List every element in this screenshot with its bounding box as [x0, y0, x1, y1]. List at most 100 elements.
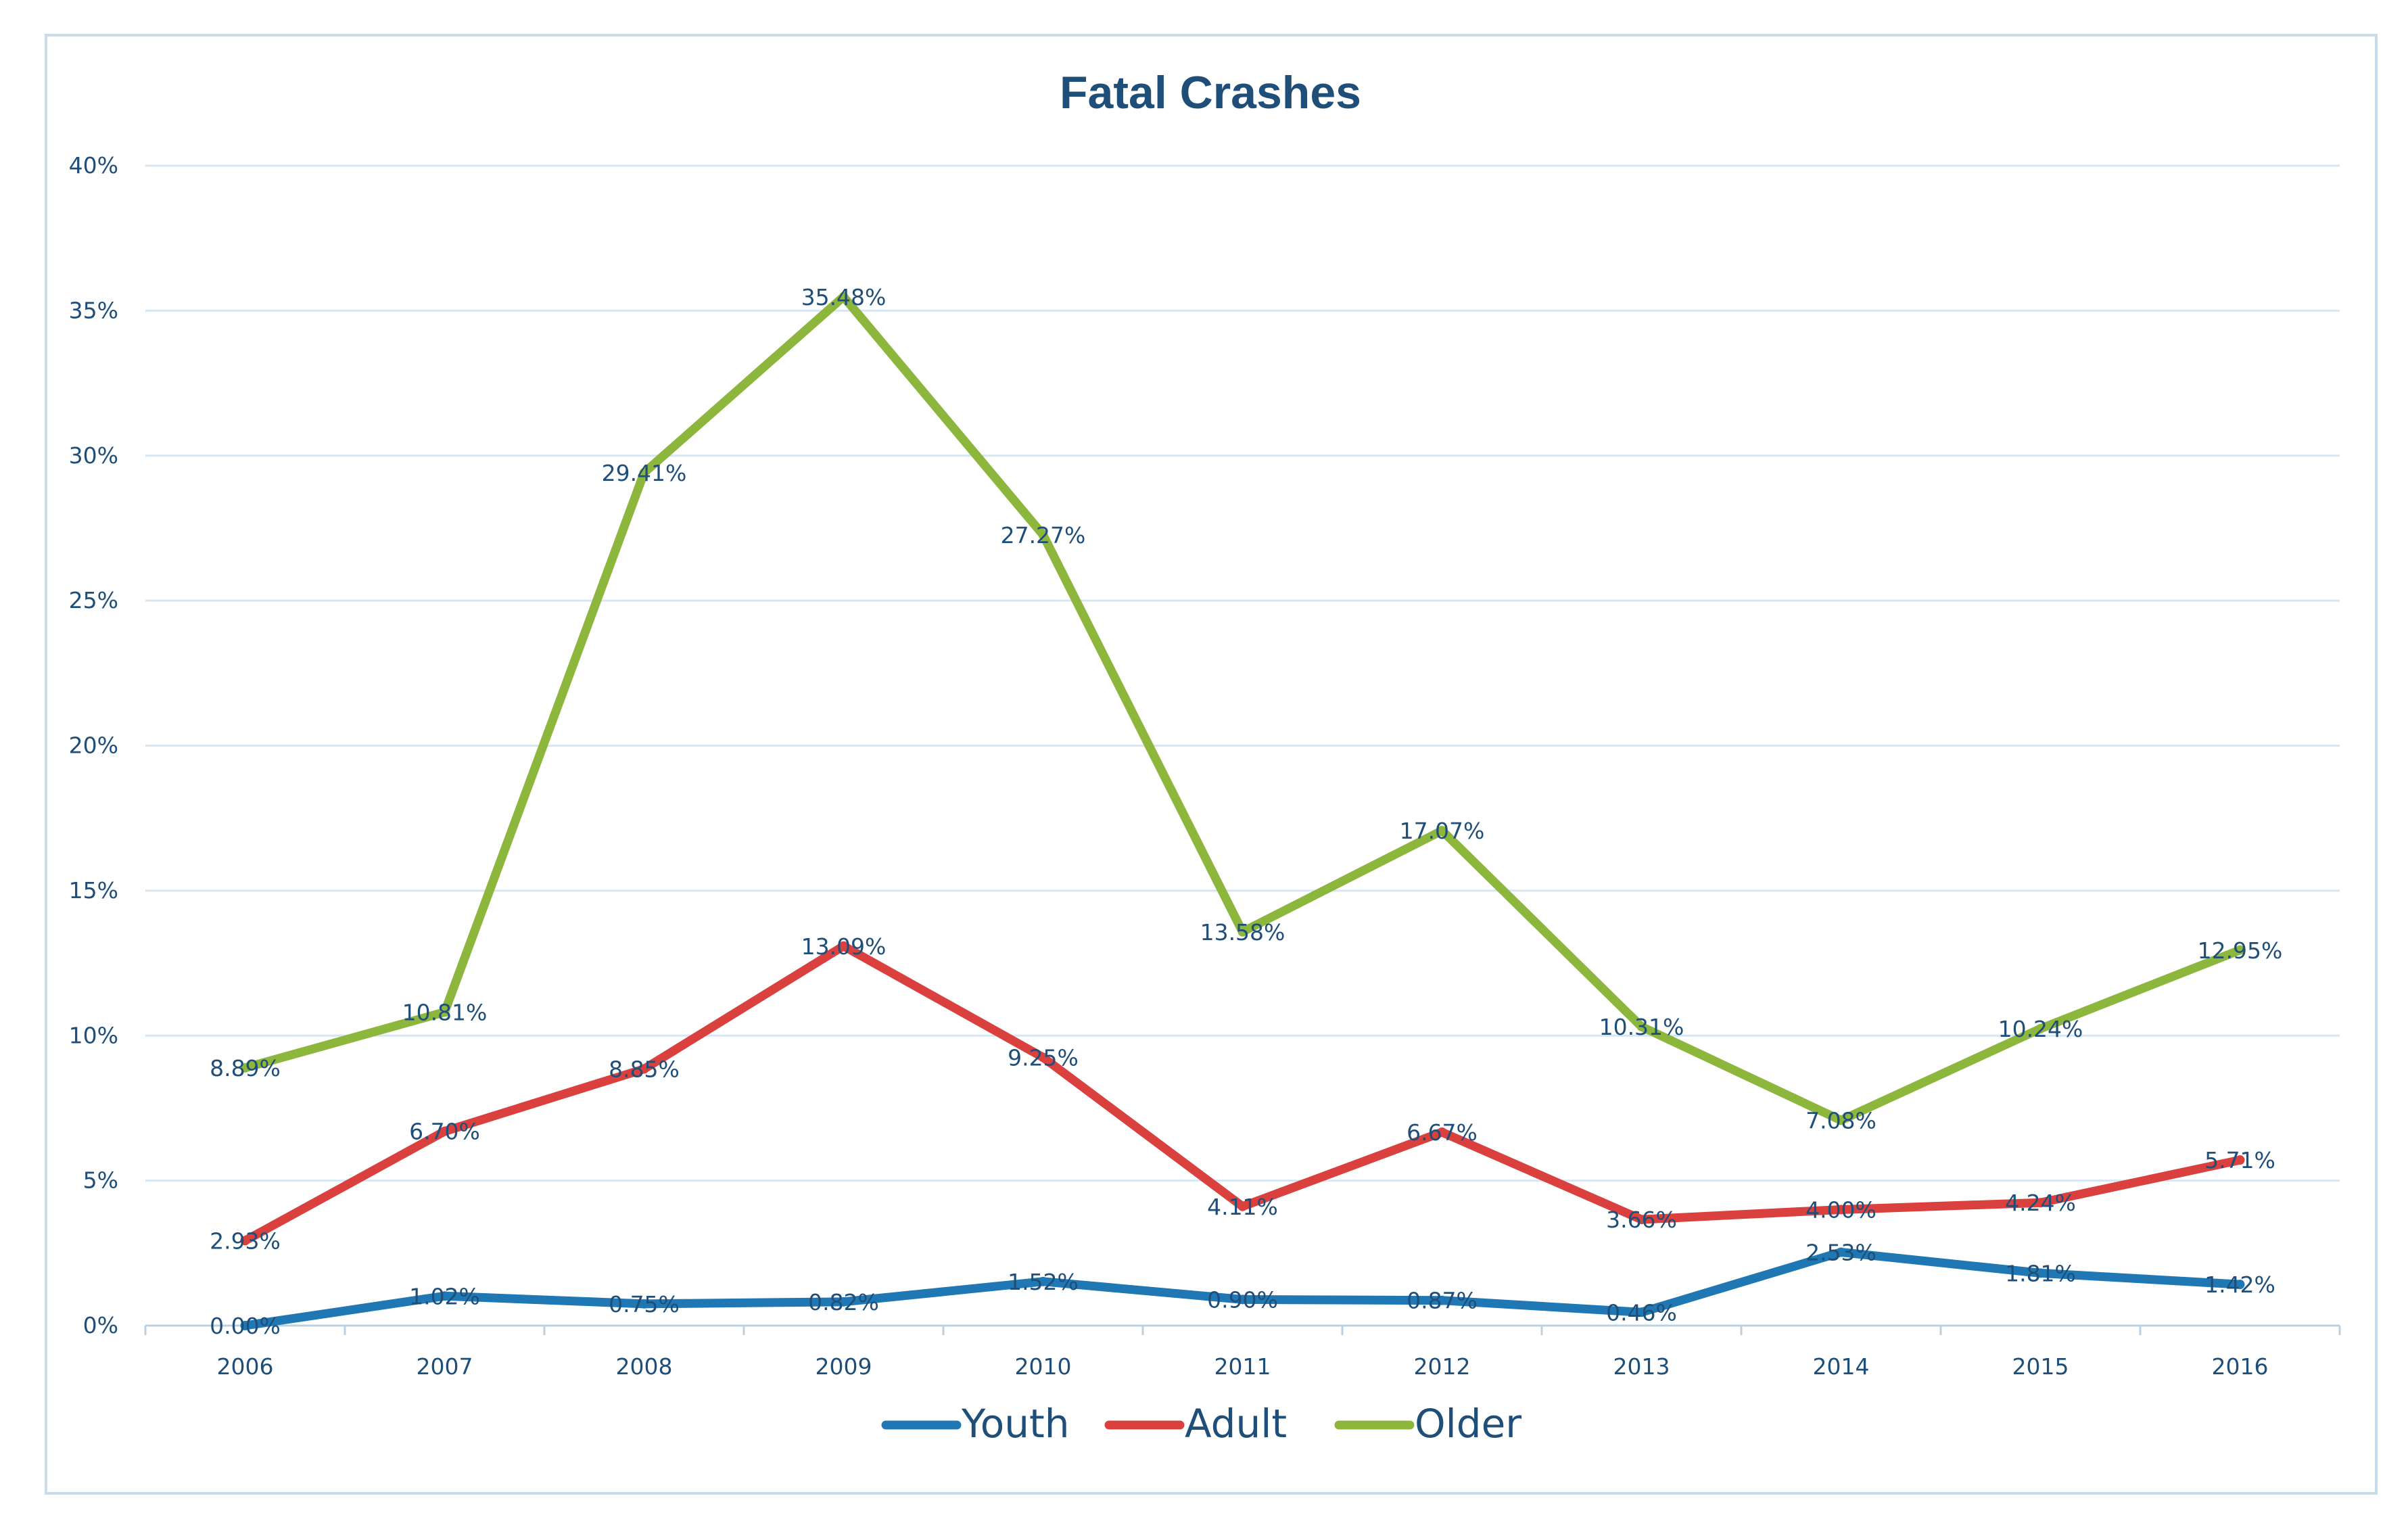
data-point-older	[1636, 1021, 1647, 1031]
y-tick-label: 10%	[69, 1022, 118, 1048]
legend-label: Adult	[1185, 1401, 1287, 1447]
data-point-youth	[1038, 1276, 1048, 1286]
data-label-older: 35.48%	[801, 284, 887, 310]
data-label-older: 10.81%	[402, 1000, 488, 1026]
data-label-older: 7.08%	[1805, 1107, 1876, 1134]
x-tick-label: 2009	[816, 1353, 872, 1380]
data-label-older: 27.27%	[1001, 522, 1086, 549]
y-tick-label: 25%	[69, 587, 118, 613]
y-tick-label: 0%	[83, 1312, 118, 1338]
data-point-older	[1237, 927, 1248, 937]
legend-label: Youth	[961, 1401, 1069, 1447]
y-tick-label: 20%	[69, 732, 118, 759]
data-label-older: 10.31%	[1599, 1014, 1684, 1040]
data-label-youth: 1.02%	[409, 1283, 480, 1309]
data-label-adult: 4.24%	[2005, 1190, 2076, 1216]
data-label-youth: 1.52%	[1008, 1269, 1079, 1295]
data-label-adult: 6.67%	[1407, 1119, 1478, 1146]
data-label-youth: 1.81%	[2005, 1260, 2076, 1286]
x-tick-label: 2015	[2012, 1353, 2069, 1380]
x-tick-label: 2006	[217, 1353, 274, 1380]
x-tick-label: 2007	[417, 1353, 473, 1380]
series-lines	[240, 291, 2245, 1330]
legend[interactable]: Youth Adult Older	[881, 1401, 1521, 1447]
y-tick-label: 40%	[69, 152, 118, 179]
data-label-youth: 0.90%	[1207, 1286, 1278, 1313]
data-point-adult	[639, 1064, 649, 1074]
data-label-adult: 9.25%	[1008, 1044, 1079, 1071]
data-point-older	[839, 291, 849, 302]
data-label-adult: 8.85%	[609, 1056, 680, 1083]
data-point-youth	[1237, 1294, 1248, 1305]
x-tick-label: 2014	[1813, 1353, 1870, 1380]
data-point-older	[1437, 826, 1447, 836]
y-tick-label: 35%	[69, 297, 118, 323]
data-label-youth: 0.82%	[808, 1289, 879, 1315]
data-point-adult	[240, 1236, 250, 1246]
data-label-older: 8.89%	[210, 1055, 281, 1081]
data-point-youth	[2235, 1280, 2245, 1290]
data-point-youth	[1636, 1307, 1647, 1317]
data-point-adult	[1636, 1215, 1647, 1225]
data-point-adult	[1038, 1052, 1048, 1063]
chart-frame	[45, 34, 2378, 1495]
data-point-youth	[1836, 1247, 1846, 1257]
data-label-youth: 0.46%	[1606, 1299, 1677, 1326]
legend-label: Older	[1415, 1401, 1521, 1447]
data-label-youth: 0.75%	[609, 1291, 680, 1317]
data-point-adult	[2235, 1155, 2245, 1165]
data-label-adult: 3.66%	[1606, 1207, 1677, 1233]
y-tick-label: 5%	[83, 1167, 118, 1194]
data-point-older	[1038, 530, 1048, 540]
axes: 0% 5% 10% 15% 20% 25% 30% 35% 40% 2006 2007 2008 200…	[69, 152, 2341, 1380]
x-tick-label: 2012	[1414, 1353, 1471, 1380]
data-point-adult	[1836, 1205, 1846, 1215]
data-label-youth: 1.42%	[2204, 1271, 2275, 1298]
x-tick-label: 2011	[1214, 1353, 1271, 1380]
data-label-adult: 4.00%	[1805, 1197, 1876, 1223]
data-point-adult	[1237, 1201, 1248, 1211]
data-label-adult: 5.71%	[2204, 1147, 2275, 1173]
y-tick-label: 15%	[69, 877, 118, 904]
data-label-adult: 4.11%	[1207, 1194, 1278, 1220]
data-label-youth: 2.53%	[1805, 1240, 1876, 1266]
data-point-older	[2035, 1023, 2046, 1033]
data-point-youth	[839, 1297, 849, 1307]
data-point-adult	[1437, 1127, 1447, 1138]
data-point-adult	[2035, 1198, 2046, 1208]
legend-item-youth[interactable]: Youth	[881, 1401, 1069, 1447]
data-point-older	[1836, 1115, 1846, 1125]
data-label-adult: 2.93%	[210, 1228, 281, 1254]
x-tick-label: 2008	[616, 1353, 673, 1380]
legend-item-older[interactable]: Older	[1334, 1401, 1521, 1447]
chart-title: Fatal Crashes	[1060, 67, 1361, 118]
data-label-adult: 6.70%	[409, 1119, 480, 1145]
y-tick-label: 30%	[69, 442, 118, 469]
data-point-youth	[639, 1299, 649, 1309]
data-point-older	[440, 1007, 450, 1017]
x-tick-label: 2010	[1015, 1353, 1072, 1380]
data-point-youth	[440, 1291, 450, 1301]
data-labels: 0.00% 1.02% 0.75% 0.82% 1.52% 0.90% 0.87% 0.46%…	[210, 284, 2282, 1339]
data-point-adult	[839, 941, 849, 951]
data-point-older	[240, 1063, 250, 1073]
data-point-older	[2235, 945, 2245, 955]
data-label-older: 17.07%	[1400, 818, 1485, 844]
data-label-youth: 0.00%	[210, 1313, 281, 1339]
data-label-older: 12.95%	[2198, 937, 2283, 964]
data-point-adult	[440, 1126, 450, 1136]
data-label-older: 10.24%	[1998, 1016, 2083, 1042]
data-label-older: 29.41%	[602, 460, 687, 486]
data-point-youth	[240, 1321, 250, 1330]
x-tick-label: 2016	[2212, 1353, 2269, 1380]
data-point-youth	[1437, 1295, 1447, 1305]
data-point-youth	[2035, 1268, 2046, 1278]
data-label-older: 13.58%	[1200, 919, 1285, 946]
data-label-youth: 0.87%	[1407, 1288, 1478, 1314]
legend-item-adult[interactable]: Adult	[1104, 1401, 1287, 1447]
series-line-older	[241, 292, 2244, 1125]
x-tick-label: 2013	[1613, 1353, 1670, 1380]
data-label-adult: 13.09%	[801, 933, 887, 960]
data-point-older	[639, 468, 649, 478]
